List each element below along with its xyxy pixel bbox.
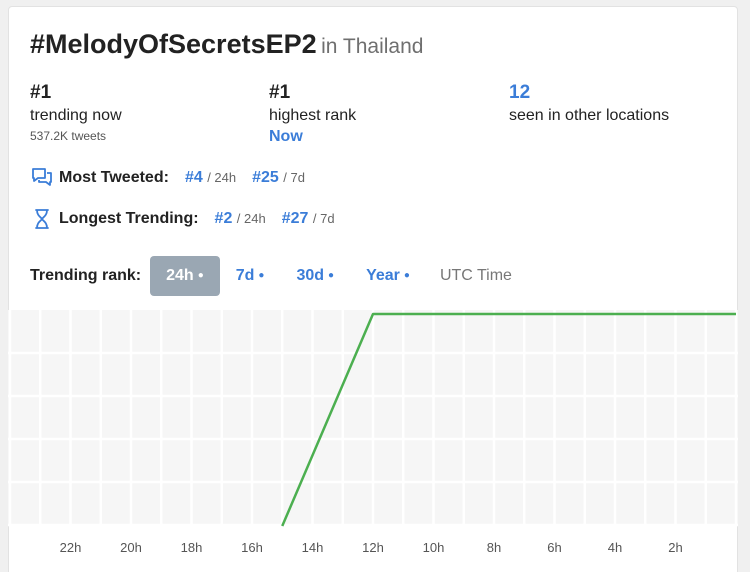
chart-x-tick-label: 6h: [547, 540, 561, 555]
other-locations-count[interactable]: 12: [509, 82, 531, 103]
chart-x-tick-label: 4h: [608, 540, 622, 555]
other-locations-label: seen in other locations: [509, 107, 670, 124]
tab-7d[interactable]: 7d ●: [220, 256, 281, 296]
most-tweeted-label: Most Tweeted:: [59, 169, 169, 186]
most-tweeted-7d-period: / 7d: [283, 170, 305, 185]
tab-24h[interactable]: 24h ●: [150, 256, 220, 296]
chat-bubbles-icon: [31, 167, 53, 189]
chart-x-tick-label: 18h: [181, 540, 203, 555]
longest-trending-7d-rank[interactable]: #27: [281, 210, 309, 227]
most-tweeted-7d[interactable]: #25 / 7d: [252, 169, 305, 187]
longest-trending-24h-rank[interactable]: #2: [214, 210, 233, 227]
hourglass-icon: [31, 208, 53, 230]
trending-rank-label: Trending rank:: [30, 267, 142, 284]
most-tweeted-row: Most Tweeted: #4 / 24h #25 / 7d: [31, 166, 321, 190]
page-title: #MelodyOfSecretsEP2 in Thailand: [30, 29, 423, 60]
tab-24h-label: 24h: [166, 267, 194, 284]
trending-now-rank: #1: [30, 82, 52, 103]
chart-x-tick-label: 14h: [302, 540, 324, 555]
stat-other-locations[interactable]: 12 seen in other locations: [509, 81, 669, 127]
tab-30d[interactable]: 30d ●: [280, 256, 350, 296]
trending-now-label: trending now: [30, 107, 122, 124]
tab-30d-dot-icon: ●: [328, 270, 335, 281]
chart-x-tick-label: 20h: [120, 540, 142, 555]
location-label: in Thailand: [321, 35, 424, 58]
chart-x-tick-label: 22h: [60, 540, 82, 555]
longest-trending-24h[interactable]: #2 / 24h: [215, 210, 266, 228]
tab-year-dot-icon: ●: [403, 270, 410, 281]
chart-x-tick-label: 8h: [487, 540, 501, 555]
chart-x-tick-label: 12h: [362, 540, 384, 555]
most-tweeted-24h[interactable]: #4 / 24h: [185, 169, 236, 187]
most-tweeted-24h-rank[interactable]: #4: [184, 169, 203, 186]
chart-series-line: [281, 312, 736, 527]
stat-trending-now: #1 trending now 537.2K tweets: [30, 81, 122, 143]
chart-x-tick-label: 16h: [241, 540, 263, 555]
longest-trending-7d-period: / 7d: [312, 211, 335, 226]
tab-year-label: Year: [366, 267, 400, 284]
most-tweeted-24h-period: / 24h: [207, 170, 237, 185]
stat-highest-rank: #1 highest rank Now: [269, 81, 356, 147]
tweet-count: 537.2K tweets: [30, 129, 107, 143]
tab-30d-label: 30d: [296, 267, 325, 284]
chart-x-tick-label: 10h: [423, 540, 445, 555]
timezone-label[interactable]: UTC Time: [439, 267, 512, 284]
tab-7d-label: 7d: [235, 267, 255, 284]
chart-x-tick-label: 2h: [668, 540, 682, 555]
tab-year[interactable]: Year ●: [350, 256, 426, 296]
hashtag-title: #MelodyOfSecretsEP2: [30, 29, 317, 59]
highest-rank-when-link[interactable]: Now: [269, 128, 303, 145]
trending-rank-tabs: Trending rank: 24h ● 7d ● 30d ● Year ● UTC T…: [30, 256, 512, 296]
trending-rank-chart: 22h 20h 18h 16h 14h 12h 10h 8h 6h 4h 2h: [8, 310, 738, 555]
highest-rank-label: highest rank: [269, 107, 357, 124]
most-tweeted-7d-rank[interactable]: #25: [252, 169, 279, 186]
longest-trending-24h-period: / 24h: [236, 211, 266, 226]
tab-24h-dot-icon: ●: [197, 270, 204, 281]
tab-7d-dot-icon: ●: [258, 270, 265, 281]
longest-trending-label: Longest Trending:: [59, 210, 199, 227]
longest-trending-7d[interactable]: #27 / 7d: [282, 210, 335, 228]
longest-trending-row: Longest Trending: #2 / 24h #27 / 7d: [31, 207, 351, 231]
highest-rank-value: #1: [269, 82, 291, 103]
